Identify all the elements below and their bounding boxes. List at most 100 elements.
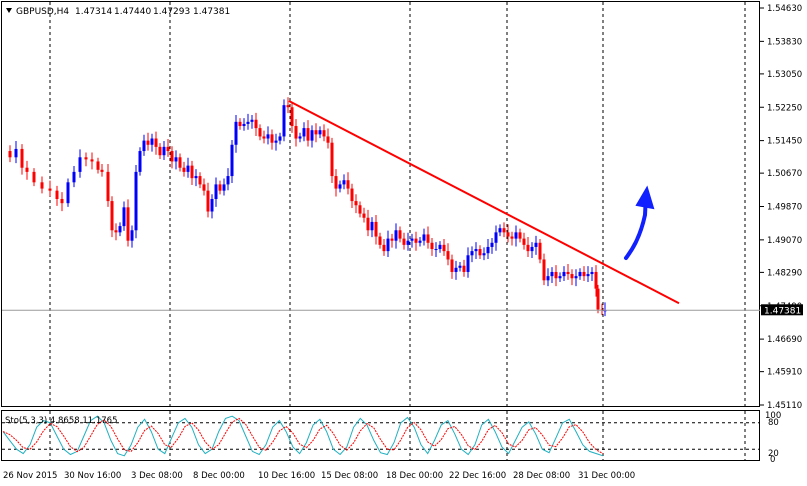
- candle-body: [546, 276, 550, 281]
- candle-body: [14, 148, 18, 158]
- candle-body: [354, 201, 358, 206]
- candle-body: [330, 142, 334, 177]
- candle-body: [146, 140, 150, 145]
- candle-body: [526, 244, 530, 252]
- resistance-trendline[interactable]: [288, 100, 680, 305]
- trendline-group[interactable]: [288, 100, 680, 305]
- candle-body: [586, 274, 590, 277]
- candle-body: [410, 238, 414, 241]
- candle-body: [596, 288, 600, 310]
- candle-body: [198, 176, 202, 185]
- time-tick-label: 28 Dec 08:00: [513, 471, 570, 481]
- candle-body: [60, 198, 64, 204]
- candle-body: [222, 184, 226, 191]
- stoch-level-80: 80: [768, 418, 779, 428]
- candle-body: [234, 121, 238, 145]
- candle-body: [434, 249, 438, 251]
- stochastic-oscillator: [2, 415, 760, 457]
- candle-body: [170, 151, 174, 162]
- stoch-signal-line: [2, 417, 604, 455]
- candle-body: [382, 244, 386, 252]
- price-tick-label: 1.49070: [767, 236, 802, 246]
- candle-body: [96, 161, 100, 170]
- price-tick-label: 1.45110: [767, 401, 802, 411]
- time-tick-label: 22 Dec 16:00: [449, 471, 506, 481]
- candle-body: [138, 151, 142, 172]
- time-tick-label: 10 Dec 16:00: [258, 471, 315, 481]
- candle-body: [48, 188, 52, 191]
- price-tick-label: 1.49870: [767, 203, 802, 213]
- candle-body: [20, 148, 24, 168]
- candle-body: [110, 201, 114, 231]
- candle-body: [406, 240, 410, 245]
- candle-body: [506, 232, 510, 237]
- time-tick-label: 18 Dec 00:00: [386, 471, 443, 481]
- candle-body: [350, 188, 354, 202]
- candle-body: [118, 226, 122, 233]
- candle-body: [226, 176, 230, 185]
- price-tick-label: 1.46690: [767, 335, 802, 345]
- high-value: 1.47440: [114, 7, 151, 17]
- candle-body: [366, 217, 370, 231]
- candle-body: [554, 271, 558, 279]
- candle-body: [538, 242, 542, 260]
- collapse-triangle-icon[interactable]: [6, 8, 12, 13]
- candle-body: [186, 165, 190, 172]
- candle-body: [134, 171, 138, 231]
- candle-body: [238, 121, 242, 127]
- candle-body: [84, 157, 88, 160]
- candle-body: [542, 259, 546, 281]
- open-value: 1.47314: [75, 7, 112, 17]
- price-tick-label: 1.54630: [767, 4, 802, 14]
- candle-body: [126, 207, 130, 241]
- candle-body: [482, 253, 486, 256]
- candle-body: [486, 246, 490, 254]
- candle-body: [358, 205, 362, 214]
- candle-body: [574, 276, 578, 279]
- candle-body: [90, 159, 94, 162]
- current-price-tag: [761, 304, 803, 316]
- close-value: 1.47381: [193, 7, 230, 17]
- candle-body: [326, 136, 330, 143]
- price-tick-label: 1.45910: [767, 368, 802, 378]
- candle-body: [478, 249, 482, 256]
- candle-body: [266, 134, 270, 139]
- candle-body: [166, 146, 170, 152]
- candle-body: [286, 105, 290, 108]
- candle-body: [458, 265, 462, 268]
- stoch-main-line: [2, 415, 604, 457]
- candle-body: [578, 271, 582, 277]
- candle-body: [310, 130, 314, 141]
- price-tick-label: 1.53830: [767, 37, 802, 47]
- candle-body: [182, 167, 186, 172]
- candle-body: [402, 238, 406, 245]
- current-price-label: 1.47381: [764, 306, 801, 316]
- candle-body: [202, 184, 206, 191]
- candle-body: [114, 230, 118, 233]
- candle-body: [314, 130, 318, 135]
- candle-body: [250, 119, 254, 122]
- stoch-level-100: 100: [765, 411, 781, 421]
- candle-body: [246, 121, 250, 124]
- candle-body: [206, 190, 210, 212]
- time-tick-label: 3 Dec 08:00: [131, 471, 183, 481]
- candle-body: [570, 274, 574, 279]
- candlestick-series[interactable]: [8, 97, 607, 317]
- candle-body: [278, 136, 282, 141]
- candle-body: [306, 128, 310, 141]
- candle-body: [450, 259, 454, 272]
- candle-body: [442, 244, 446, 252]
- candle-body: [374, 221, 378, 237]
- candle-body: [418, 240, 422, 243]
- candle-body: [394, 230, 398, 241]
- up-arrow-annotation[interactable]: [624, 185, 655, 260]
- candle-body: [502, 228, 506, 233]
- candle-body: [558, 276, 562, 279]
- candle-body: [562, 271, 566, 277]
- time-tick-label: 26 Nov 2015: [3, 471, 57, 481]
- candle-body: [254, 119, 258, 129]
- candle-body: [338, 184, 342, 189]
- time-tick-label: 8 Dec 00:00: [193, 471, 245, 481]
- candle-body: [302, 128, 306, 137]
